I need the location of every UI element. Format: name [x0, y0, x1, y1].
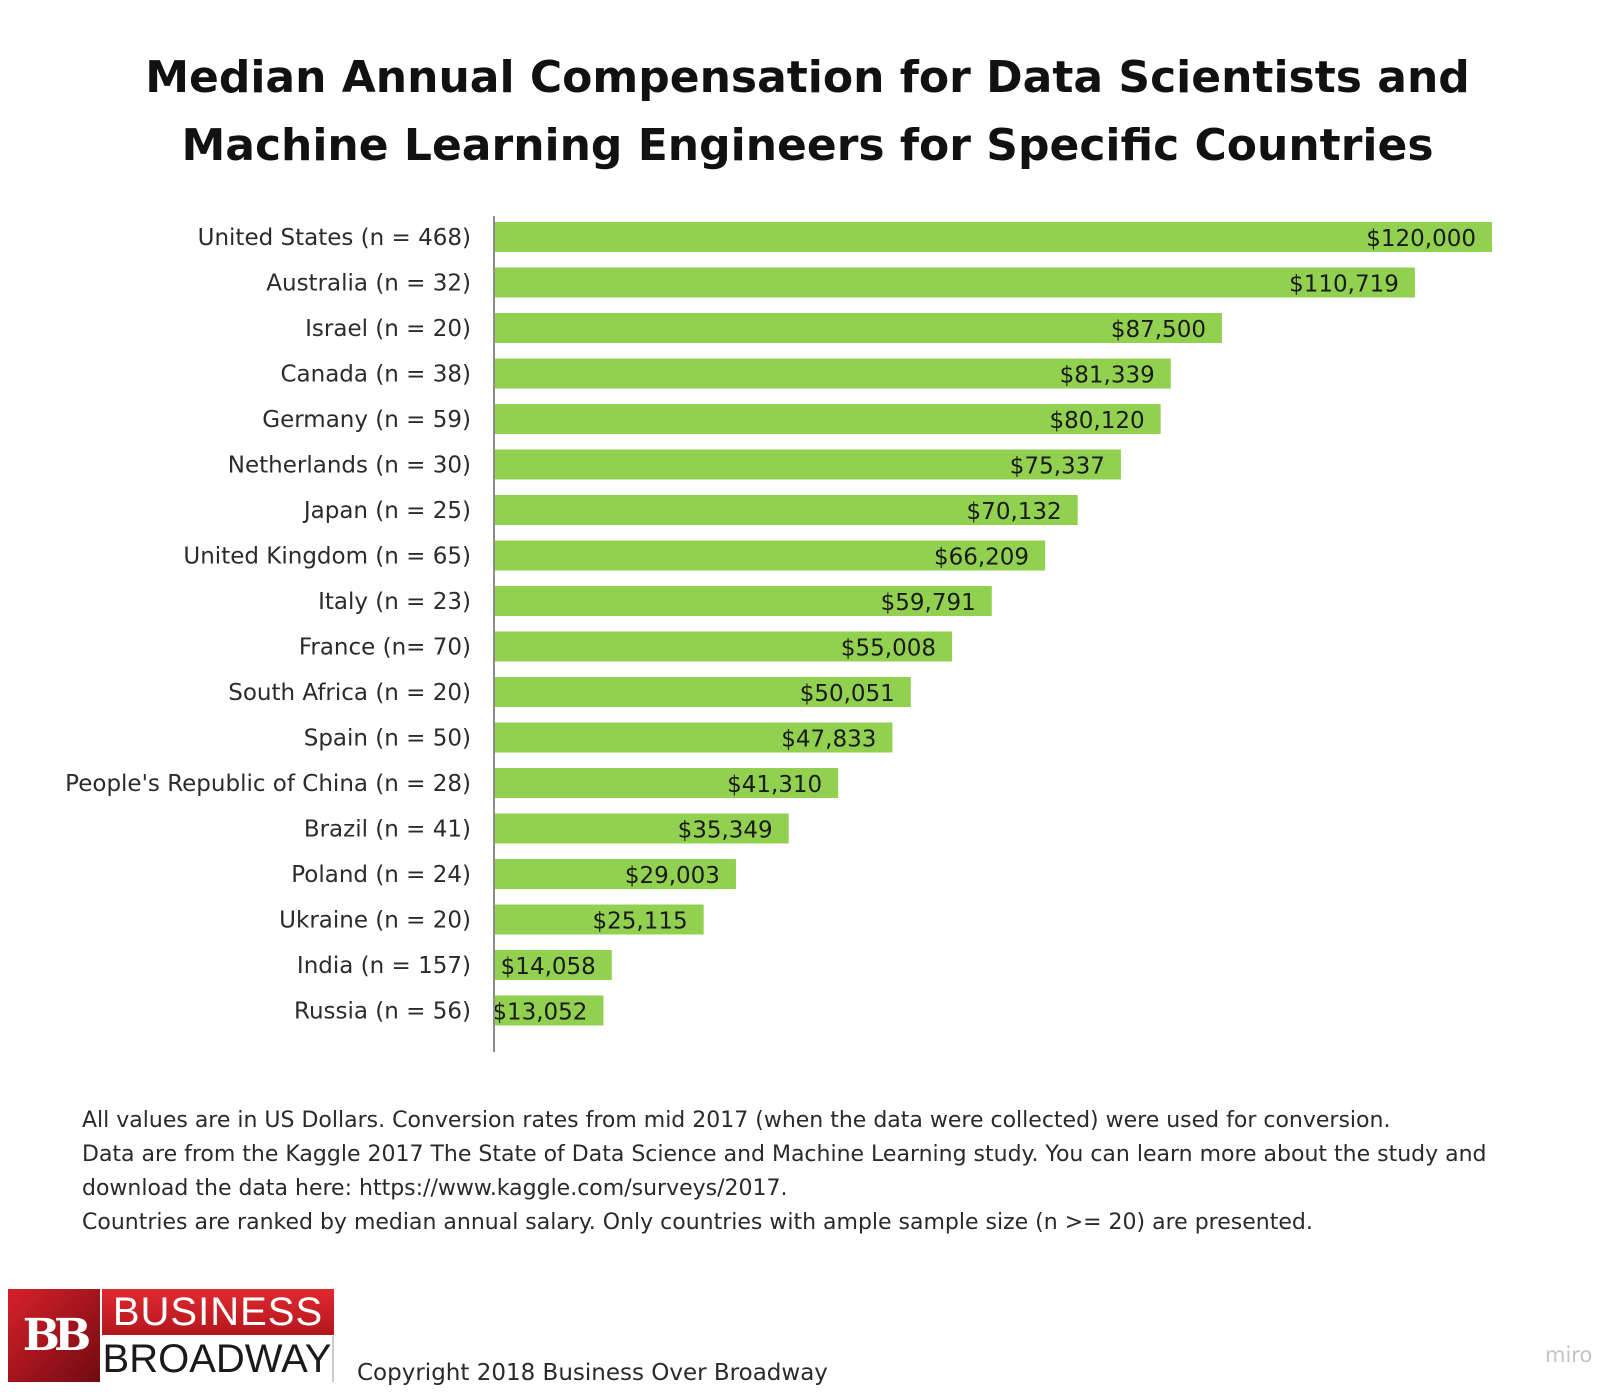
- bar: [495, 631, 953, 662]
- bar-chart: United States (n = 468) $120,000 Australia…: [65, 216, 1492, 1052]
- value-label: $66,209: [934, 545, 1029, 571]
- footnote-line-1: All values are in US Dollars. Conversion…: [82, 1108, 1391, 1133]
- bar: [495, 540, 1046, 571]
- value-label: $59,791: [881, 590, 976, 616]
- value-label: $70,132: [967, 499, 1062, 525]
- value-label: $14,058: [501, 954, 596, 980]
- miro-watermark: miro: [1545, 1343, 1593, 1367]
- bar: [495, 222, 1492, 252]
- value-label: $87,500: [1111, 317, 1206, 343]
- category-label: Germany (n = 59): [262, 407, 471, 433]
- bar: [495, 859, 736, 889]
- bar: [495, 267, 1415, 298]
- bar: [495, 449, 1121, 480]
- bar: [495, 950, 612, 980]
- category-label: Brazil (n = 41): [304, 817, 471, 843]
- category-label: Italy (n = 23): [318, 589, 471, 615]
- footnote-line-2: Data are from the Kaggle 2017 The State …: [82, 1142, 1487, 1167]
- chart-title-line-2: Machine Learning Engineers for Specific …: [181, 120, 1434, 171]
- value-label: $110,719: [1289, 272, 1399, 298]
- footnotes: All values are in US Dollars. Conversion…: [82, 1104, 1562, 1240]
- footnote-line-3: download the data here: https://www.kagg…: [82, 1176, 788, 1201]
- value-label: $35,349: [678, 818, 773, 844]
- bars-layer: United States (n = 468) $120,000 Australia…: [65, 222, 1492, 1026]
- bar: [495, 768, 839, 798]
- logo-word-business: BUSINESS: [102, 1289, 334, 1335]
- category-label: Israel (n = 20): [305, 316, 471, 342]
- bar: [495, 722, 893, 753]
- category-label: Australia (n = 32): [266, 271, 471, 297]
- category-label: Russia (n = 56): [294, 999, 471, 1025]
- footnote-line-4: Countries are ranked by median annual sa…: [82, 1210, 1313, 1235]
- bar: [495, 677, 911, 707]
- category-label: Netherlands (n = 30): [228, 453, 471, 479]
- category-label: Spain (n = 50): [304, 726, 471, 752]
- bar: [495, 404, 1161, 434]
- value-label: $13,052: [492, 1000, 587, 1026]
- copyright-text: Copyright 2018 Business Over Broadway: [357, 1360, 828, 1386]
- value-label: $120,000: [1366, 226, 1476, 252]
- logo-word-broadway: BROADWAY: [102, 1336, 334, 1382]
- category-label: Ukraine (n = 20): [279, 908, 471, 934]
- category-label: India (n = 157): [297, 953, 471, 979]
- bar: [495, 358, 1171, 389]
- value-label: $41,310: [727, 772, 822, 798]
- value-label: $25,115: [593, 909, 688, 935]
- category-label: Poland (n = 24): [291, 862, 471, 888]
- bar: [495, 813, 789, 844]
- chart-title: Median Annual Compensation for Data Scie…: [0, 44, 1615, 180]
- bar: [495, 904, 704, 935]
- value-label: $29,003: [625, 863, 720, 889]
- category-label: Japan (n = 25): [302, 498, 471, 524]
- value-label: $81,339: [1060, 363, 1155, 389]
- category-label: United States (n = 468): [198, 225, 471, 251]
- logo-mark: BB: [8, 1289, 100, 1382]
- value-label: $75,337: [1010, 454, 1105, 480]
- category-label: Canada (n = 38): [280, 362, 471, 388]
- bar: [495, 586, 992, 616]
- value-label: $50,051: [800, 681, 895, 707]
- business-broadway-logo: BB BUSINESS BROADWAY: [8, 1289, 334, 1382]
- bar: [495, 313, 1222, 343]
- bar: [495, 995, 604, 1026]
- category-label: France (n= 70): [299, 635, 471, 661]
- value-label: $47,833: [781, 727, 876, 753]
- category-label: South Africa (n = 20): [228, 680, 471, 706]
- bar: [495, 495, 1078, 525]
- value-label: $80,120: [1050, 408, 1145, 434]
- category-label: People's Republic of China (n = 28): [65, 771, 471, 797]
- chart-title-line-1: Median Annual Compensation for Data Scie…: [145, 52, 1470, 103]
- value-label: $55,008: [841, 636, 936, 662]
- category-label: United Kingdom (n = 65): [183, 544, 471, 570]
